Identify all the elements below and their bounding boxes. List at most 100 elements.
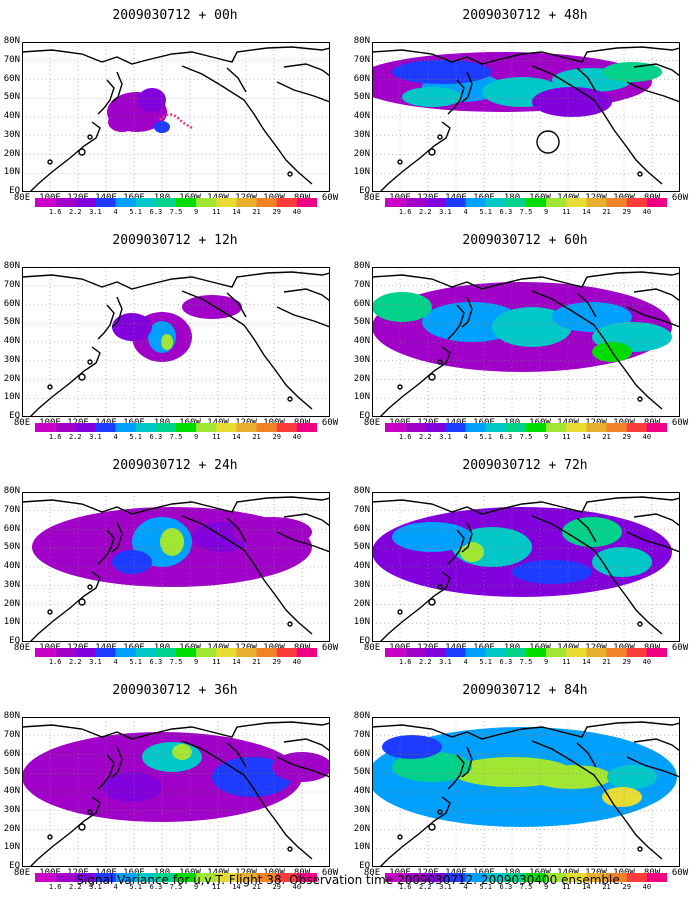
colorbar-label: 4 (113, 433, 118, 441)
colorbar-label: 4 (113, 208, 118, 216)
colorbar-swatch (526, 873, 547, 882)
colorbar-label: 14 (582, 883, 591, 891)
colorbar-label: 11 (212, 433, 221, 441)
variance-contour (102, 772, 162, 802)
colorbar-label: 2.2 (68, 658, 82, 666)
variance-field (372, 727, 677, 827)
colorbar-label: 1.6 (48, 208, 62, 216)
colorbar-swatch (586, 198, 608, 207)
colorbar-label: 4 (463, 883, 468, 891)
colorbar-label: 6.3 (149, 883, 163, 891)
colorbar-label: 40 (642, 208, 652, 216)
panel-title: 2009030712 + 00h (112, 8, 238, 23)
colorbar-swatch (216, 648, 237, 657)
colorbar-swatch (646, 873, 667, 882)
colorbar-swatch (115, 873, 137, 882)
panel-title: 2009030712 + 48h (462, 8, 588, 23)
colorbar-label: 9 (194, 883, 199, 891)
colorbar-swatch (465, 423, 487, 432)
graticule (22, 42, 330, 192)
coastlines (22, 496, 330, 642)
latitude-label: 20N (3, 148, 20, 159)
colorbar-label: 6.3 (149, 208, 163, 216)
coastlines (22, 721, 330, 867)
colorbar (385, 873, 667, 882)
colorbar-swatch (385, 873, 406, 882)
latitude-label: 10N (353, 842, 370, 853)
colorbar-swatch (135, 873, 157, 882)
longitude-label: 60W (321, 868, 339, 878)
colorbar-swatch (95, 873, 117, 882)
variance-contour (392, 522, 472, 552)
colorbar-label: 3.1 (439, 208, 452, 216)
latitude-label: 10N (353, 392, 370, 403)
colorbar-label: 40 (642, 883, 652, 891)
colorbar-swatch (626, 198, 648, 207)
colorbar-label: 21 (252, 658, 261, 666)
colorbar-swatch (155, 423, 177, 432)
colorbar-label: 11 (212, 208, 221, 216)
colorbar-swatch (566, 198, 587, 207)
colorbar-label: 7.5 (169, 658, 183, 666)
colorbar-swatch (35, 198, 56, 207)
colorbar-label: 14 (232, 658, 241, 666)
latitude-label: EQ (9, 186, 20, 196)
map-panel: 2009030712 + 84h 80N 70N 60N 50N 40N 30N 20N 10N… (350, 675, 700, 900)
colorbar-swatch (95, 198, 117, 207)
colorbar-swatch (135, 648, 157, 657)
colorbar-swatch (296, 648, 317, 657)
colorbar (35, 873, 317, 882)
colorbar-swatch (216, 198, 237, 207)
colorbar-label: 21 (252, 883, 261, 891)
colorbar-label: 7.5 (169, 208, 183, 216)
colorbar-swatch (445, 423, 467, 432)
colorbar-swatch (276, 198, 298, 207)
colorbar-swatch (606, 198, 628, 207)
colorbar-label: 11 (562, 208, 571, 216)
flight-track (159, 113, 193, 130)
map-panel: 2009030712 + 24h 80N 70N 60N 50N 40N 30N 20N 10N… (0, 450, 350, 675)
variance-map (22, 717, 330, 867)
colorbar-label: 21 (602, 433, 611, 441)
graticule (22, 267, 330, 417)
latitude-label: 40N (353, 561, 370, 571)
colorbar-label: 5.1 (479, 883, 493, 891)
colorbar-label: 3.1 (89, 208, 102, 216)
colorbar-swatch (75, 873, 96, 882)
latitude-label: EQ (9, 636, 20, 646)
latitude-label: 50N (353, 317, 370, 328)
colorbar-swatch (566, 648, 587, 657)
colorbar-swatch (115, 648, 137, 657)
colorbar-swatch (546, 648, 567, 657)
colorbar-label: 6.3 (149, 658, 163, 666)
latitude-label: 70N (353, 54, 370, 65)
colorbar-swatch (445, 198, 467, 207)
colorbar-label: 29 (622, 208, 631, 216)
colorbar-label: 29 (622, 433, 631, 441)
colorbar-label: 2.2 (68, 208, 82, 216)
colorbar-label: 5.1 (129, 883, 143, 891)
latitude-label: 30N (3, 804, 20, 815)
colorbar-label: 3.1 (439, 883, 452, 891)
variance-map (372, 717, 680, 867)
colorbar-label: 9 (194, 658, 199, 666)
colorbar-swatch (155, 873, 177, 882)
colorbar-swatch (526, 423, 547, 432)
colorbar-swatch (276, 648, 298, 657)
colorbar-swatch (176, 198, 197, 207)
latitude-label: 30N (353, 354, 370, 365)
latitude-label: 20N (353, 148, 370, 159)
colorbar-label: 14 (232, 883, 241, 891)
colorbar-label: 3.1 (89, 658, 102, 666)
colorbar-label: 9 (544, 433, 549, 441)
colorbar-swatch (55, 648, 76, 657)
longitude-label: 60W (671, 643, 689, 653)
latitude-label: 80N (3, 36, 20, 46)
latitude-label: 10N (353, 167, 370, 178)
variance-contour (532, 87, 612, 117)
map-panel: 2009030712 + 00h 80N 70N 60N 50N 40N 30N 20N 10N… (0, 0, 350, 225)
coastlines (372, 496, 680, 642)
latitude-label: 80N (353, 486, 370, 496)
colorbar-label: 11 (562, 883, 571, 891)
colorbar-label: 29 (272, 883, 281, 891)
